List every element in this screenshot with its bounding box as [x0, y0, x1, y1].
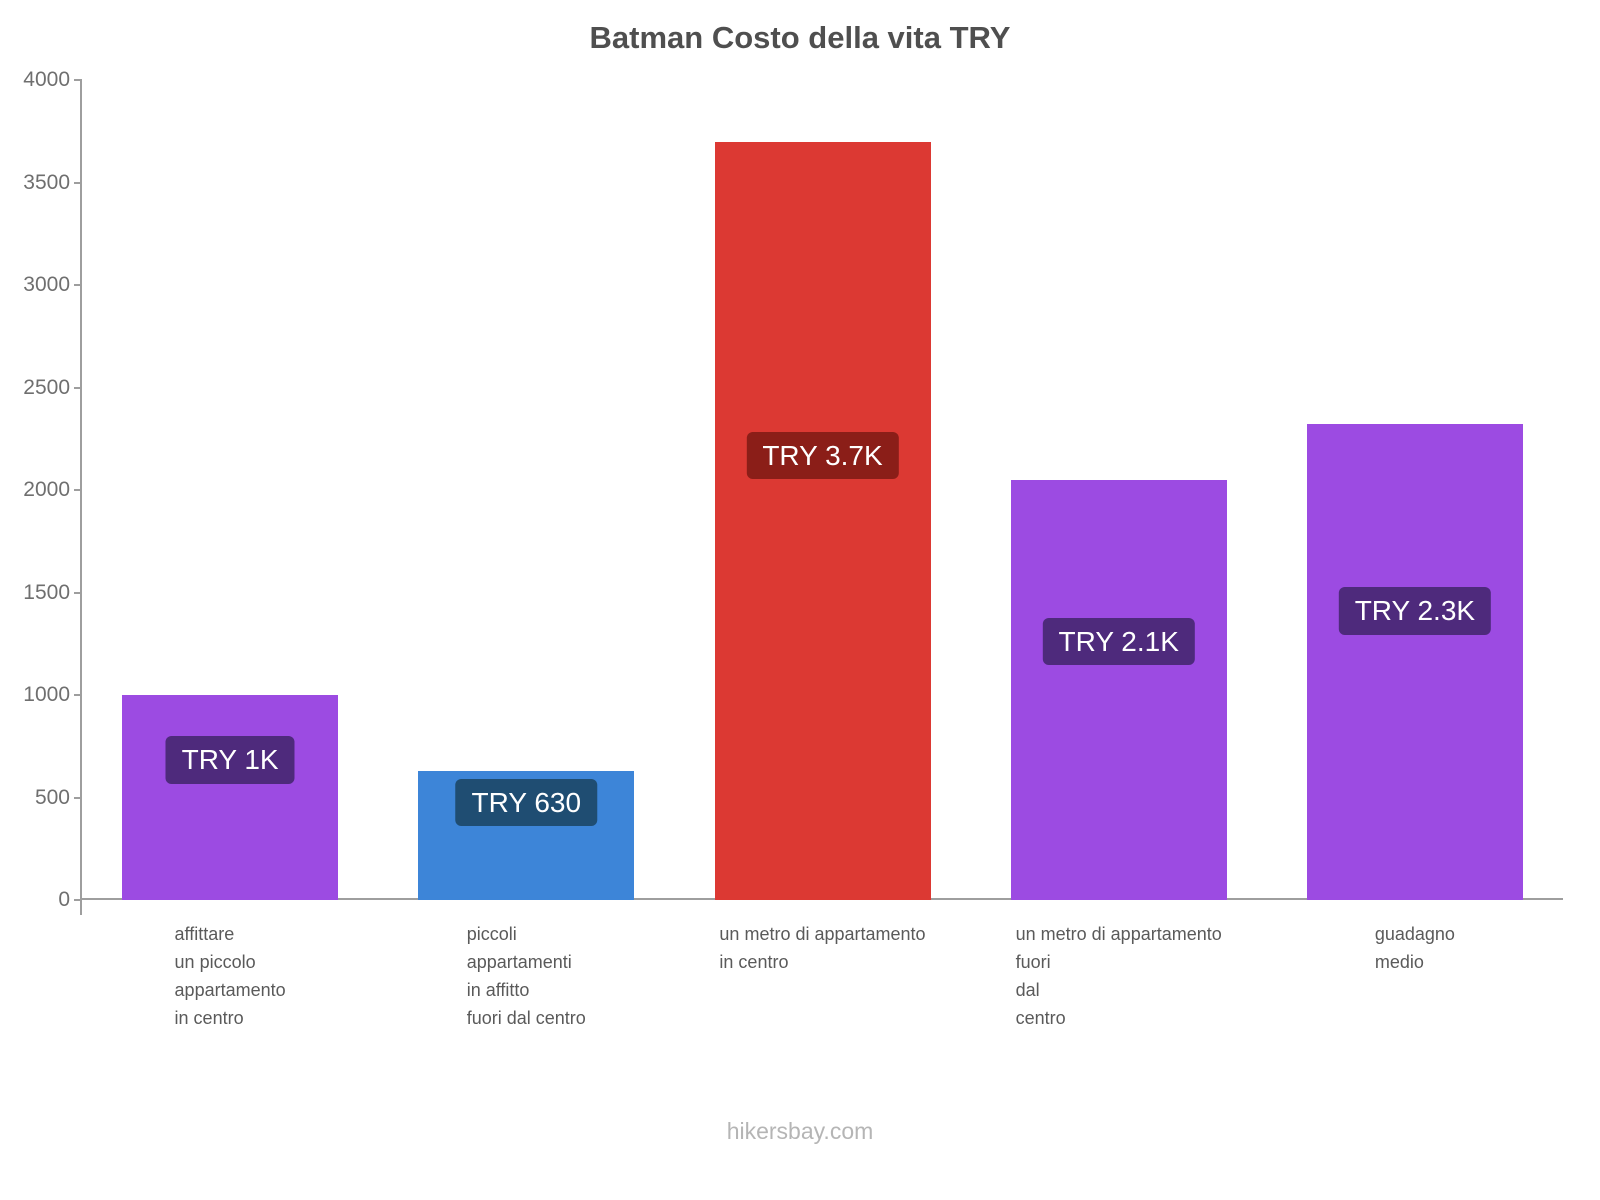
y-tick-label: 3000	[23, 273, 70, 296]
y-tick-label: 3500	[23, 170, 70, 194]
category-label-cell: piccoli appartamenti in affitto fuori da…	[378, 920, 674, 1032]
bar-value-label: TRY 2.3K	[1338, 587, 1492, 635]
chart-title: Batman Costo della vita TRY	[589, 20, 1011, 55]
y-tick-label: 500	[34, 785, 70, 809]
category-label-cell: un metro di appartamento in centro	[674, 920, 970, 976]
y-tick-mark	[74, 796, 82, 799]
y-tick-mark	[74, 489, 82, 491]
y-tick-mark	[74, 694, 82, 696]
bar-value-label: TRY 1K	[165, 736, 295, 784]
category-label: piccoli appartamenti in affitto fuori da…	[466, 924, 586, 1028]
category-label: guadagno medio	[1374, 924, 1455, 972]
y-tick-mark	[74, 591, 82, 594]
y-tick-mark	[74, 284, 82, 286]
category-label-cell: affittare un piccolo appartamento in cen…	[82, 920, 378, 1032]
y-tick-mark	[74, 899, 82, 901]
y-tick-mark	[74, 386, 82, 389]
bar	[1306, 424, 1523, 900]
footer-watermark: hikersbay.com	[726, 1118, 874, 1144]
category-label: un metro di appartamento fuori dal centr…	[1015, 924, 1222, 1028]
y-tick-label: 2500	[23, 375, 70, 399]
category-label-cell: guadagno medio	[1267, 920, 1563, 976]
category-label-cell: un metro di appartamento fuori dal centr…	[971, 920, 1267, 1032]
bar	[714, 141, 931, 900]
y-tick-label: 2000	[23, 478, 70, 501]
bar-value-label: TRY 630	[455, 778, 598, 827]
y-axis-line	[80, 80, 82, 915]
y-tick-label: 0	[58, 888, 70, 911]
bar-value-label: TRY 2.1K	[1042, 617, 1195, 666]
y-tick-label: 1000	[23, 683, 70, 706]
y-tick-mark	[74, 79, 82, 81]
y-tick-mark	[74, 181, 82, 184]
y-tick-label: 1500	[23, 580, 70, 604]
category-label: affittare un piccolo appartamento in cen…	[174, 924, 286, 1028]
bar-value-label: TRY 3.7K	[746, 431, 899, 480]
y-tick-label: 4000	[23, 68, 70, 91]
bar	[122, 695, 339, 900]
bar	[1010, 479, 1227, 900]
category-label: un metro di appartamento in centro	[719, 924, 926, 972]
